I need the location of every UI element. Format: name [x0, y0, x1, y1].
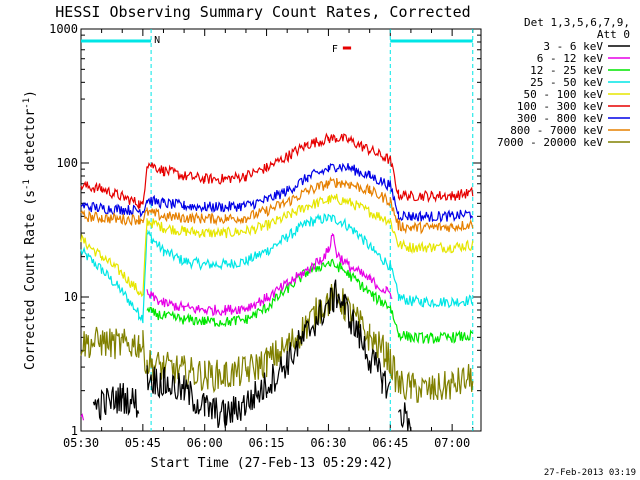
series-7000-20000-kev [80, 283, 474, 403]
y-axis-label: Corrected Count Rate (s-1 detector-1) [22, 90, 38, 370]
x-tick-label: 06:15 [249, 436, 285, 450]
series-100-300-kev [80, 132, 474, 211]
legend-label-25-50-kev: 25 - 50 keV [530, 76, 603, 89]
x-tick-label: 07:00 [434, 436, 470, 450]
series-line-7000-20000-kev [80, 283, 474, 403]
x-tick-label: 06:30 [310, 436, 346, 450]
legend-label-100-300-kev: 100 - 300 keV [517, 100, 603, 113]
series-6-12-kev [80, 232, 393, 421]
series-line-3-6-kev [92, 279, 412, 432]
series-300-800-kev [80, 162, 474, 223]
series-800-7000-kev [80, 176, 474, 235]
x-axis-label: Start Time (27-Feb-13 05:29:42) [151, 456, 394, 471]
x-tick-label: 05:30 [63, 436, 99, 450]
legend-label-300-800-kev: 300 - 800 keV [517, 112, 603, 125]
y-tick-label: 1000 [49, 22, 78, 36]
legend-label-6-12-kev: 6 - 12 keV [537, 52, 604, 65]
night-label: N [154, 35, 160, 46]
series-3-6-kev [92, 279, 412, 432]
chart-title: HESSI Observing Summary Count Rates, Cor… [55, 3, 470, 21]
flare-label: F [332, 44, 338, 55]
legend-label-3-6-kev: 3 - 6 keV [543, 40, 603, 53]
legend-label-800-7000-kev: 800 - 7000 keV [510, 124, 603, 137]
plot-frame [80, 28, 482, 432]
legend-header-detectors: Det 1,3,5,6,7,9, [524, 16, 630, 29]
x-tick-label: 06:00 [187, 436, 223, 450]
y-tick-label: 1 [71, 424, 78, 438]
series-line-25-50-kev [80, 213, 474, 324]
plot-area: 1 10 100 1000 05:30 05:45 06:00 06:15 06:30 06:45… [49, 22, 482, 450]
y-tick-label: 10 [64, 290, 78, 304]
legend-label-12-25-kev: 12 - 25 keV [530, 64, 603, 77]
series-line-50-100-kev [80, 193, 474, 298]
series-line-800-7000-kev [80, 176, 474, 235]
series-50-100-kev [80, 193, 474, 298]
legend-header-attenuator: Att 0 [597, 28, 630, 41]
series-line-300-800-kev [80, 162, 474, 223]
x-tick-label: 05:45 [125, 436, 161, 450]
series-25-50-kev [80, 213, 474, 324]
legend-label-50-100-kev: 50 - 100 keV [524, 88, 604, 101]
legend-label-7000-20000-kev: 7000 - 20000 keV [497, 136, 603, 149]
footer-timestamp: 27-Feb-2013 03:19 [544, 468, 636, 478]
series-line-100-300-kev [80, 132, 474, 211]
x-tick-label: 06:45 [372, 436, 408, 450]
series-line-6-12-kev [80, 232, 393, 421]
y-tick-label: 100 [56, 156, 78, 170]
